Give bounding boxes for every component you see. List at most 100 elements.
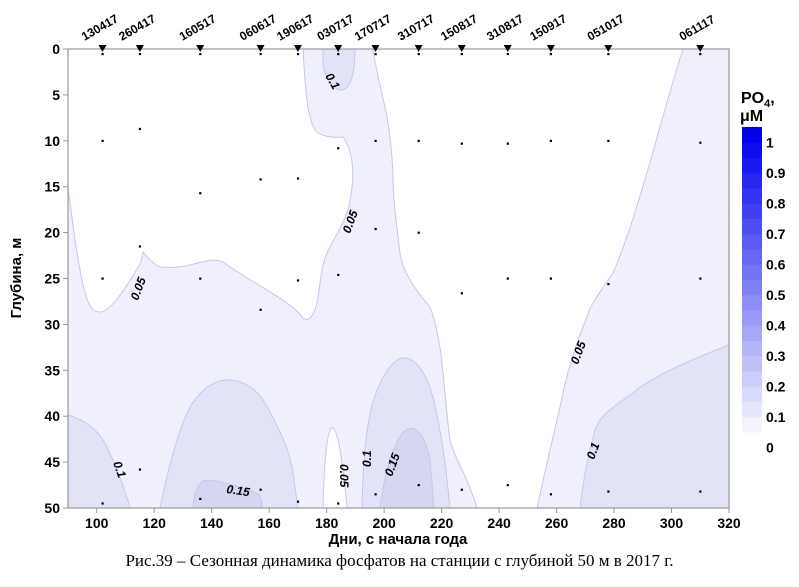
contour-label: 0.05 (337, 464, 351, 488)
station-label: 150917 (527, 11, 569, 43)
colorbar-band (742, 355, 762, 372)
colorbar-band (742, 188, 762, 204)
station-label: 310817 (484, 11, 526, 43)
sample-point (101, 139, 104, 142)
colorbar-band (742, 340, 762, 357)
contour-region-below-0.05 (322, 427, 348, 509)
contour-region-0.1 (67, 414, 131, 509)
sample-point (417, 231, 420, 234)
x-tick-label: 120 (143, 515, 167, 531)
sample-point (699, 53, 702, 56)
sample-point (549, 139, 553, 142)
station-marker-icon (334, 45, 343, 52)
colorbar-band (742, 416, 762, 433)
contour-label: 0.1 (360, 450, 374, 467)
contour-region-below-0.05 (372, 48, 684, 509)
colorbar-tick-label: 1 (766, 134, 774, 150)
figure-caption: Рис.39 – Сезонная динамика фосфатов на с… (125, 551, 674, 570)
y-axis-title: Глубина, м (8, 238, 25, 319)
sample-point (101, 502, 104, 505)
contour-region-0.1 (579, 344, 730, 509)
y-tick-label: 5 (52, 87, 60, 103)
sample-point (506, 142, 509, 145)
colorbar-band (742, 233, 762, 250)
sample-point (138, 53, 142, 56)
sample-point (699, 141, 702, 144)
x-tick-label: 160 (257, 515, 281, 531)
sample-point (374, 53, 377, 56)
colorbar-tick-label: 0.2 (766, 378, 786, 394)
x-tick-label: 100 (85, 515, 109, 531)
colorbar-band (742, 401, 762, 418)
sample-point (506, 53, 509, 56)
station-marker-icon (696, 45, 705, 52)
contour-region-0.1 (159, 379, 299, 509)
sample-point (506, 277, 509, 280)
x-axis-title: Дни, с начала года (329, 531, 468, 548)
sample-point (607, 139, 610, 142)
sample-point (259, 53, 262, 56)
colorbar-tick-label: 0.9 (766, 165, 786, 181)
station-marker-icon (457, 45, 466, 52)
sample-point (296, 177, 300, 180)
sample-point (337, 53, 340, 56)
x-tick-label: 300 (660, 515, 684, 531)
colorbar-band (742, 371, 762, 387)
station-marker-icon (546, 45, 555, 52)
station-label: 260417 (116, 11, 158, 43)
station-marker-icon (604, 45, 613, 52)
contour-label: 0.1 (584, 440, 603, 461)
sample-point (417, 139, 420, 142)
x-tick-label: 280 (602, 515, 626, 531)
colorbar-tick-label: 0.6 (766, 256, 786, 272)
y-tick-label: 10 (44, 133, 60, 149)
sample-point (374, 139, 377, 142)
sample-point (101, 277, 104, 280)
colorbar-tick-label: 0.5 (766, 287, 786, 303)
contour-region-0.1 (322, 48, 356, 91)
x-tick-label: 180 (315, 515, 339, 531)
station-label: 130417 (79, 11, 121, 43)
station-marker-icon (135, 45, 144, 52)
colorbar-band (742, 172, 762, 189)
colorbar-band (742, 310, 762, 326)
sample-point (199, 53, 202, 56)
sample-point (607, 283, 610, 286)
sample-point (101, 53, 104, 56)
station-label: 150817 (438, 11, 480, 43)
sample-point (506, 484, 509, 487)
sample-point (296, 500, 300, 503)
station-marker-icon (98, 45, 107, 52)
station-label: 190617 (274, 11, 316, 43)
station-marker-icon (414, 45, 423, 52)
sample-point (337, 502, 340, 505)
x-tick-label: 260 (545, 515, 569, 531)
sample-point (259, 178, 262, 181)
x-tick-label: 140 (200, 515, 224, 531)
station-label: 310717 (395, 11, 437, 43)
colorbar-band (742, 294, 762, 311)
contour-label: 0.1 (110, 459, 129, 480)
station-label: 160517 (177, 11, 219, 43)
sample-point (699, 490, 702, 493)
station-marker-icon (293, 45, 302, 52)
colorbar-title: PO4, (741, 90, 775, 110)
x-tick-label: 220 (430, 515, 454, 531)
x-tick-label: 240 (487, 515, 511, 531)
station-label: 061117 (677, 12, 718, 44)
colorbar-unit: μM (740, 108, 763, 125)
colorbar-tick-label: 0.4 (766, 317, 786, 333)
colorbar-band (742, 127, 762, 143)
sample-point (138, 468, 142, 471)
sample-point (607, 53, 610, 56)
colorbar-band (742, 203, 762, 219)
sample-point (199, 277, 202, 280)
station-label: 170717 (352, 11, 394, 43)
sample-point (337, 147, 340, 150)
sample-point (296, 279, 300, 282)
colorbar-band (742, 325, 762, 341)
sample-point (549, 493, 553, 496)
y-tick-label: 50 (44, 500, 60, 516)
y-tick-label: 0 (52, 41, 60, 57)
